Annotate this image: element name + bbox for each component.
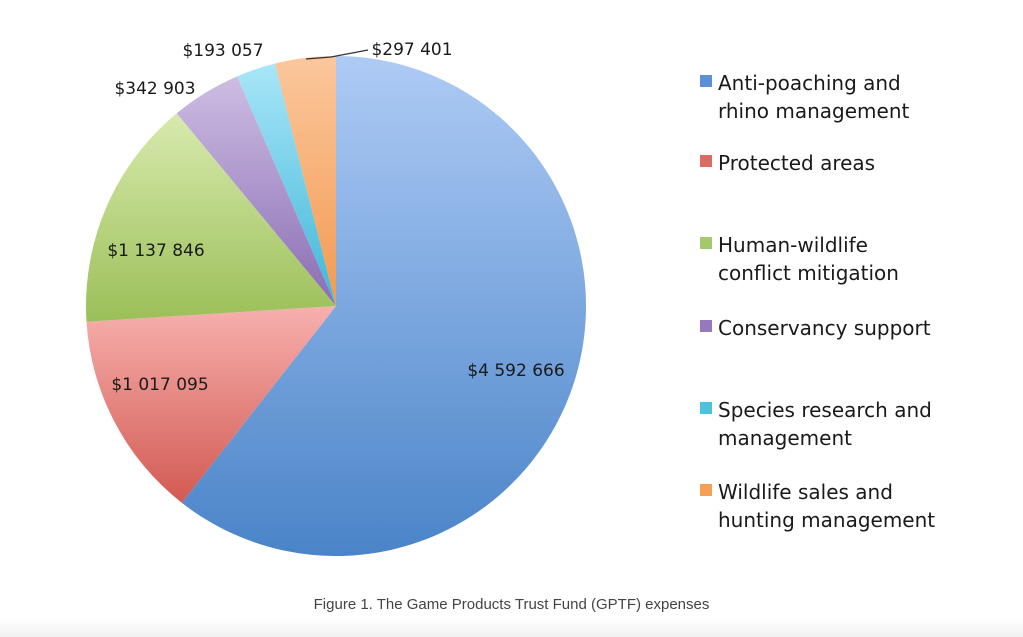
data-labels: $4 592 666 $1 017 095 $1 137 846 $342 903 $1… — [107, 40, 564, 395]
legend-item-protected-areas: Protected areas — [700, 149, 978, 177]
pie-chart: $4 592 666 $1 017 095 $1 137 846 $342 903 $1… — [86, 40, 586, 556]
legend-label: conflict mitigation — [718, 261, 899, 285]
legend-label: Human-wildlife — [718, 233, 868, 257]
legend-item-wildlife-sales: Wildlife sales and hunting management — [700, 478, 978, 534]
data-label-4: $193 057 — [182, 41, 263, 61]
legend-swatch — [700, 320, 712, 332]
legend-label: rhino management — [718, 99, 910, 123]
pie-slice-4 — [237, 63, 336, 307]
legend-label: Wildlife sales and — [718, 480, 893, 504]
legend-label: Protected areas — [718, 151, 876, 175]
legend-label: hunting management — [718, 508, 936, 532]
leader-line — [305, 49, 369, 60]
data-label-0: $4 592 666 — [467, 361, 564, 381]
legend-label: management — [718, 426, 852, 450]
legend-item-species-research: Species research and management — [700, 396, 978, 452]
data-label-3: $342 903 — [114, 79, 195, 99]
pie-slice-0 — [181, 56, 586, 556]
data-label-5: $297 401 — [371, 40, 452, 60]
legend-label: Species research and — [718, 398, 932, 422]
figure-caption: Figure 1. The Game Products Trust Fund (… — [313, 596, 710, 613]
pie-slices — [86, 56, 586, 556]
legend-item-human-wildlife: Human-wildlife conflict mitigation — [700, 231, 978, 287]
legend-item-conservancy-support: Conservancy support — [700, 314, 978, 342]
pie-slice-2 — [86, 113, 336, 322]
pie-slice-1 — [86, 306, 337, 503]
data-label-2: $1 137 846 — [107, 241, 204, 261]
data-label-1: $1 017 095 — [111, 375, 208, 395]
leader-lines — [305, 49, 369, 60]
legend-swatch — [700, 237, 712, 249]
legend-label: Anti-poaching and — [718, 71, 901, 95]
legend-swatch — [700, 484, 712, 496]
legend-swatch — [700, 155, 712, 167]
footer-band — [0, 618, 1023, 637]
pie-slice-5 — [274, 56, 336, 306]
pie-slice-3 — [176, 76, 336, 306]
legend-swatch — [700, 75, 712, 87]
legend-item-anti-poaching: Anti-poaching and rhino management — [700, 69, 978, 125]
legend-swatch — [700, 402, 712, 414]
legend-label: Conservancy support — [718, 316, 931, 340]
